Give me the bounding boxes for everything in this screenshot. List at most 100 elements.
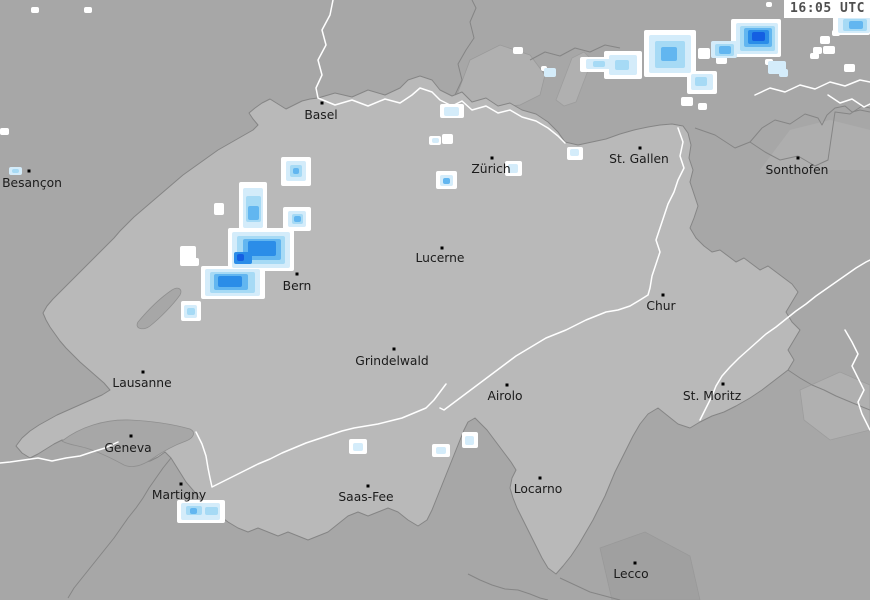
city-dot-geneva [129, 434, 133, 438]
precip-cell [719, 46, 731, 54]
river-rhone [195, 383, 447, 488]
city-dot-st-gallen [638, 146, 642, 150]
precip-cell [681, 97, 693, 106]
precip-cell [214, 203, 224, 215]
city-dot-lecco [633, 561, 637, 565]
precip-cell [832, 30, 840, 36]
city-label-besancon: Besançon [2, 176, 62, 190]
precip-cell [849, 21, 863, 29]
city-dot-lucerne [440, 246, 444, 250]
precip-cell [820, 36, 830, 44]
river-rhone-geneva [0, 441, 119, 464]
river-ne-2 [827, 94, 870, 108]
city-label-st-moritz: St. Moritz [683, 389, 741, 403]
precip-cell [465, 436, 474, 445]
city-label-chur: Chur [646, 299, 676, 313]
precip-cell [248, 241, 276, 256]
city-dot-basel [320, 101, 324, 105]
city-dot-lausanne [141, 370, 145, 374]
border-de-at [694, 105, 870, 167]
precip-cell [593, 61, 605, 67]
precip-cell [294, 216, 301, 222]
region-austria-light [760, 120, 870, 170]
precip-cell [698, 48, 710, 59]
precip-cell [661, 47, 677, 61]
city-label-st-gallen: St. Gallen [609, 152, 669, 166]
city-label-martigny: Martigny [152, 488, 206, 502]
precip-cell [84, 7, 92, 13]
city-label-airolo: Airolo [487, 389, 522, 403]
lake-neuchatel [136, 287, 182, 330]
city-dot-martigny [179, 482, 183, 486]
city-label-zurich: Zürich [471, 162, 510, 176]
precip-cell [695, 77, 707, 86]
precip-cell [218, 276, 242, 287]
border-italy-2 [559, 577, 621, 600]
border-ch-it-east [787, 369, 870, 411]
city-label-sonthofen: Sonthofen [766, 163, 829, 177]
border-at-sonthofen [749, 105, 870, 143]
precip-cell [442, 134, 453, 144]
precip-cell [293, 168, 299, 174]
precip-cell [436, 447, 446, 454]
city-label-locarno: Locarno [514, 482, 563, 496]
precip-cell [187, 308, 195, 315]
timestamp-badge: 16:05 UTC [784, 0, 870, 18]
border-germany-2 [529, 44, 621, 61]
border-fr-it [67, 457, 172, 599]
city-dot-besancon [27, 169, 31, 173]
precip-cell [444, 107, 459, 116]
precip-cell [191, 258, 199, 266]
precip-cell [248, 206, 259, 220]
city-dot-sonthofen [796, 156, 800, 160]
river-ne-1 [754, 79, 870, 96]
precip-cell [508, 164, 518, 173]
precip-cell [570, 149, 579, 156]
precip-cell [698, 103, 707, 110]
city-label-lecco: Lecco [613, 567, 648, 581]
precip-cell [31, 7, 39, 13]
border-italy-1 [467, 573, 549, 600]
city-dot-airolo [505, 383, 509, 387]
precip-cell [823, 46, 835, 54]
border-germany-1 [454, 0, 477, 96]
city-label-geneva: Geneva [104, 441, 151, 455]
precip-cell [513, 47, 523, 54]
city-label-saas-fee: Saas-Fee [338, 490, 393, 504]
switzerland-landmass [15, 75, 801, 575]
precip-cell [205, 507, 218, 515]
city-dot-zurich [490, 156, 494, 160]
city-dot-bern [295, 272, 299, 276]
city-dot-locarno [538, 476, 542, 480]
lake-geneva [61, 419, 194, 467]
precip-cell [432, 138, 439, 143]
river-rhine-north [315, 0, 566, 144]
precip-cell [779, 69, 788, 77]
city-label-lucerne: Lucerne [416, 251, 465, 265]
precip-cell [544, 68, 556, 77]
precip-cell [766, 2, 772, 7]
city-label-lausanne: Lausanne [112, 376, 171, 390]
river-alpine-rhine [439, 127, 685, 411]
city-label-basel: Basel [304, 108, 337, 122]
river-east-edge [844, 329, 870, 431]
precip-cell [615, 60, 629, 70]
precip-cell [813, 47, 822, 54]
precip-cell [443, 178, 450, 184]
precip-cell [237, 254, 244, 261]
precip-cell [810, 53, 819, 59]
city-dot-st-moritz [721, 382, 725, 386]
city-label-bern: Bern [283, 279, 312, 293]
city-label-grindelwald: Grindelwald [355, 354, 428, 368]
river-inn [699, 259, 870, 421]
precip-cell [12, 169, 19, 173]
region-italy-light-east [799, 371, 870, 441]
city-dot-chur [661, 293, 665, 297]
precip-cell [752, 32, 765, 41]
precip-cell [353, 443, 363, 451]
city-dot-grindelwald [392, 347, 396, 351]
precip-cell [190, 508, 197, 514]
precip-cell [844, 64, 855, 72]
